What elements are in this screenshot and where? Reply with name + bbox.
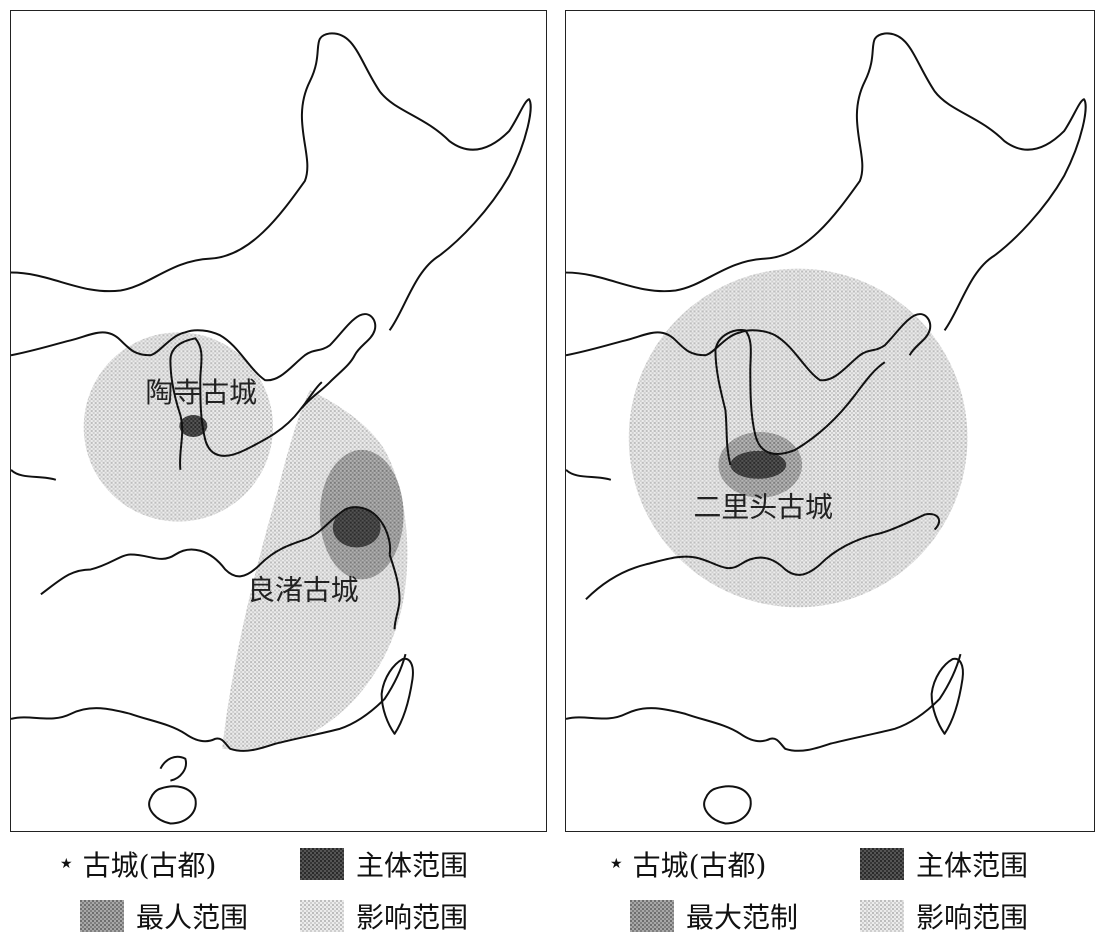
legend-influence-range-label: 影响范围: [916, 901, 1029, 934]
star-icon: ★: [60, 856, 73, 872]
max-range-swatch-icon: [630, 900, 674, 932]
taiwan-island-line: [930, 657, 964, 735]
northeast-border-line: [566, 32, 1087, 331]
north-coast-line: [11, 313, 377, 409]
right-map-canvas: 二里头古城: [566, 32, 1087, 825]
legend-ancient-city-label: 古城(古都): [82, 849, 217, 882]
north-coast-line: [566, 313, 932, 382]
legend-main-range: 主体范围: [860, 842, 1028, 886]
city-label-liangzhu: 良渚古城: [247, 573, 359, 606]
city-label-taosi: 陶寺古城: [145, 376, 257, 409]
legend-influence-range: 影响范围: [300, 894, 468, 938]
left-map-canvas: 陶寺古城 良渚古城: [11, 32, 532, 825]
legend-ancient-city-label: 古城(古都): [632, 849, 767, 882]
main-range-swatch-icon: [860, 848, 904, 880]
legend-max-range: 最大范制: [630, 894, 798, 938]
hainan-island-line: [148, 785, 197, 825]
legend-influence-range: 影响范围: [860, 894, 1028, 938]
south-coast-line: [566, 653, 962, 752]
legend-main-range-label: 主体范围: [916, 849, 1029, 882]
legend-ancient-city: ★ 古城(古都): [610, 842, 766, 886]
taosi-influence-range: [83, 332, 274, 522]
erlitou-influence-range: [628, 268, 968, 608]
leizhou-peninsula-line: [159, 755, 187, 782]
left-map-panel: 陶寺古城 良渚古城: [10, 10, 547, 832]
max-range-swatch-icon: [80, 900, 124, 932]
influence-range-swatch-icon: [860, 900, 904, 932]
yellow-river-loop-line: [169, 337, 323, 470]
city-label-erlitou: 二里头古城: [694, 491, 833, 524]
legend-max-range: 最人范围: [80, 894, 248, 938]
hainan-island-line: [703, 785, 752, 825]
taiwan-island-line: [380, 657, 414, 735]
right-legend: ★ 古城(古都) 主体范围 最大范制 影响范围: [610, 842, 1100, 942]
east-coast-line: [388, 554, 401, 630]
south-coast-line: [11, 653, 407, 752]
taosi-main-range: [179, 415, 208, 437]
yangtze-river-line: [566, 469, 940, 601]
star-icon: ★: [610, 856, 623, 872]
erlitou-main-range: [730, 450, 787, 479]
left-map-outlines: [11, 32, 532, 825]
liangzhu-main-range: [332, 507, 381, 548]
yangtze-river-line: [11, 469, 392, 596]
legend-ancient-city: ★ 古城(古都): [60, 842, 216, 886]
right-map-outlines: [566, 32, 1087, 825]
northeast-border-line: [11, 32, 532, 331]
legend-main-range-label: 主体范围: [356, 849, 469, 882]
legend-max-range-label: 最大范制: [686, 901, 799, 934]
main-range-swatch-icon: [300, 848, 344, 880]
legend-influence-range-label: 影响范围: [356, 901, 469, 934]
yellow-river-loop-line: [714, 329, 886, 466]
left-legend: ★ 古城(古都) 主体范围 最人范围 影响范围: [60, 842, 550, 942]
legend-main-range: 主体范围: [300, 842, 468, 886]
right-map-panel: 二里头古城: [565, 10, 1095, 832]
legend-max-range-label: 最人范围: [136, 901, 249, 934]
influence-range-swatch-icon: [300, 900, 344, 932]
